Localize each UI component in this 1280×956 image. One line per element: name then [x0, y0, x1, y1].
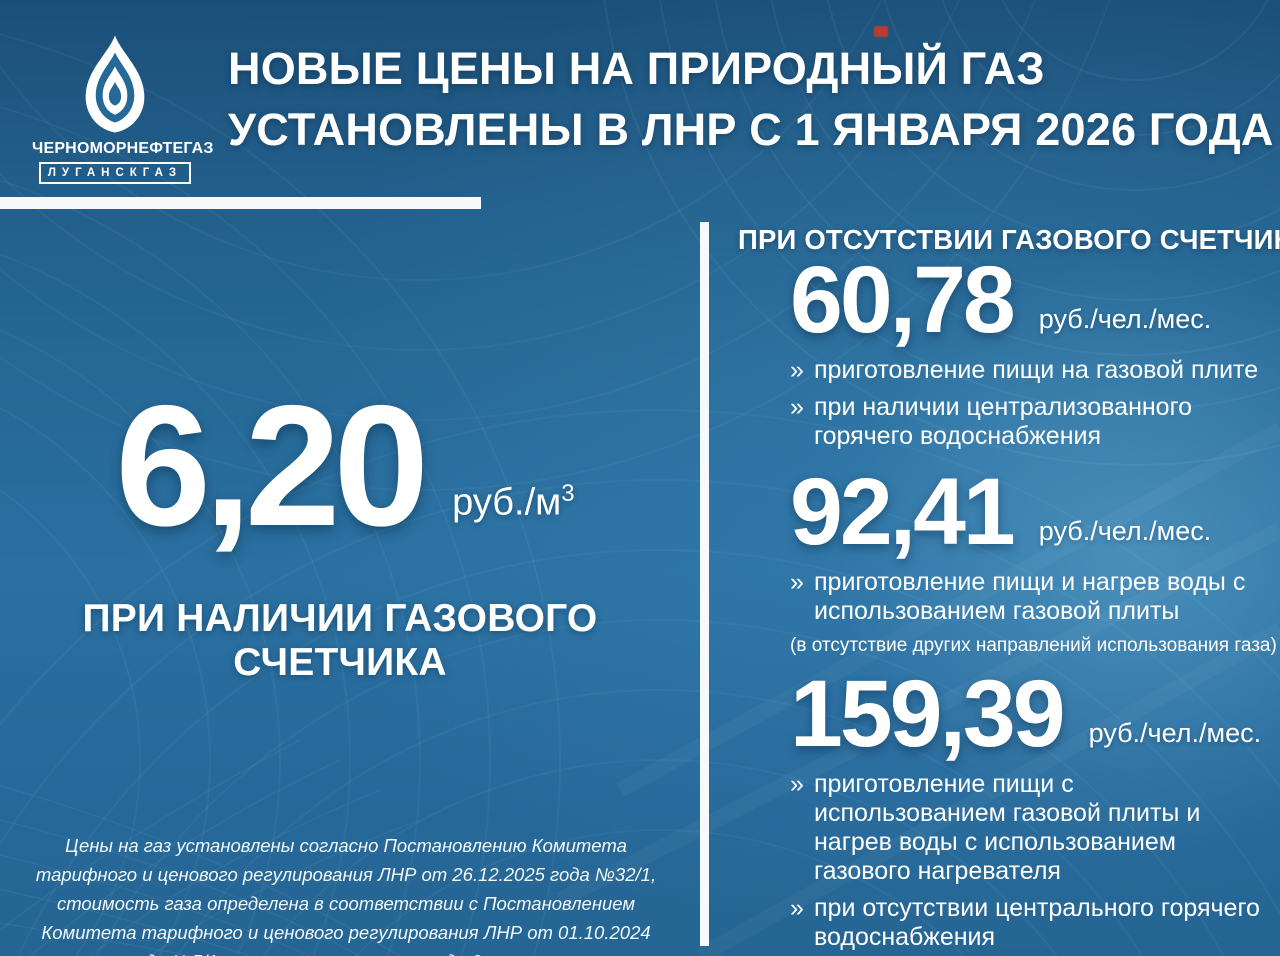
- tariff-bullet-text: приготовление пищи и нагрев воды с испол…: [814, 568, 1246, 625]
- flame-icon: [85, 35, 145, 133]
- tariff-bullet-list: » приготовление пищи и нагрев воды с исп…: [790, 568, 1265, 626]
- tariff-bullet-list: » приготовление пищи на газовой плите » …: [790, 356, 1265, 451]
- tariff-price: 92,41: [790, 459, 1016, 565]
- tariff-note: (в отсутствие других направлений использ…: [790, 635, 1277, 656]
- legal-footnote: Цены на газ установлены согласно Постано…: [35, 835, 657, 956]
- tariff-unit: руб./чел./мес.: [1038, 516, 1212, 546]
- metered-unit-text: руб./м: [452, 482, 562, 524]
- company-logo: ЧЕРНОМОРНЕФТЕГАЗ ЛУГАНСКГАЗ: [32, 34, 214, 184]
- metered-caption: ПРИ НАЛИЧИИ ГАЗОВОГО СЧЕТЧИКА: [82, 597, 598, 684]
- tariff-bullet-text: при наличии централизованного горячего в…: [814, 393, 1193, 450]
- metered-price: 6,20: [115, 370, 429, 562]
- title-line-2: УСТАНОВЛЕНЫ В ЛНР С 1 ЯНВАРЯ 2026 ГОДА: [228, 104, 1274, 155]
- tariff-price: 60,78: [790, 247, 1016, 353]
- tariff-bullet: » при наличии централизованного горячего…: [790, 393, 1265, 451]
- tariff-price-row: 159,39 руб./чел./мес.: [790, 661, 1265, 767]
- tariff-price: 159,39: [790, 661, 1066, 767]
- tariff-bullet: » приготовление пищи на газовой плите: [790, 356, 1265, 385]
- tariff-bullet: » приготовление пищи и нагрев воды с исп…: [790, 568, 1265, 626]
- tariff-bullet-text: приготовление пищи на газовой плите: [814, 356, 1259, 384]
- tariff-bullet-text: приготовление пищи с использованием газо…: [814, 770, 1201, 885]
- metered-unit-superscript: 3: [561, 480, 575, 508]
- tariff-price-row: 60,78 руб./чел./мес.: [790, 247, 1265, 353]
- vertical-divider: [700, 222, 709, 946]
- metered-price-row: 6,20 руб./м3: [25, 370, 665, 562]
- red-artifact: [874, 26, 888, 37]
- tariff-bullet: » при отсутствии центрального горячего в…: [790, 894, 1265, 952]
- chevron-bullet-icon: »: [790, 393, 804, 421]
- title-line-1: НОВЫЕ ЦЕНЫ НА ПРИРОДНЫЙ ГАЗ: [228, 43, 1045, 94]
- tariff-bullet: » приготовление пищи с использованием га…: [790, 770, 1265, 886]
- tariff-unit: руб./чел./мес.: [1088, 718, 1262, 748]
- tariff-block-1: 60,78 руб./чел./мес. » приготовление пищ…: [790, 247, 1265, 459]
- tariff-block-2: 92,41 руб./чел./мес. » приготовление пищ…: [790, 459, 1277, 658]
- chevron-bullet-icon: »: [790, 894, 804, 922]
- tariff-bullet-text: при отсутствии центрального горячего вод…: [814, 894, 1260, 951]
- unmetered-header: ПРИ ОТСУТСТВИИ ГАЗОВОГО СЧЕТЧИКА: [738, 224, 1280, 255]
- chevron-bullet-icon: »: [790, 770, 804, 798]
- chevron-bullet-icon: »: [790, 568, 804, 596]
- chevron-bullet-icon: »: [790, 356, 804, 384]
- tariff-price-row: 92,41 руб./чел./мес.: [790, 459, 1265, 565]
- tariff-bullet-list: » приготовление пищи с использованием га…: [790, 770, 1265, 952]
- logo-subsidiary-name: ЛУГАНСКГАЗ: [38, 162, 192, 184]
- poster-title: НОВЫЕ ЦЕНЫ НА ПРИРОДНЫЙ ГАЗ УСТАНОВЛЕНЫ …: [228, 38, 1274, 160]
- logo-company-name: ЧЕРНОМОРНЕФТЕГАЗ: [32, 140, 214, 157]
- tariff-unit: руб./чел./мес.: [1038, 304, 1212, 334]
- tariff-block-3: 159,39 руб./чел./мес. » приготовление пи…: [790, 661, 1265, 956]
- horizontal-divider: [0, 197, 481, 209]
- metered-price-unit: руб./м3: [452, 475, 575, 550]
